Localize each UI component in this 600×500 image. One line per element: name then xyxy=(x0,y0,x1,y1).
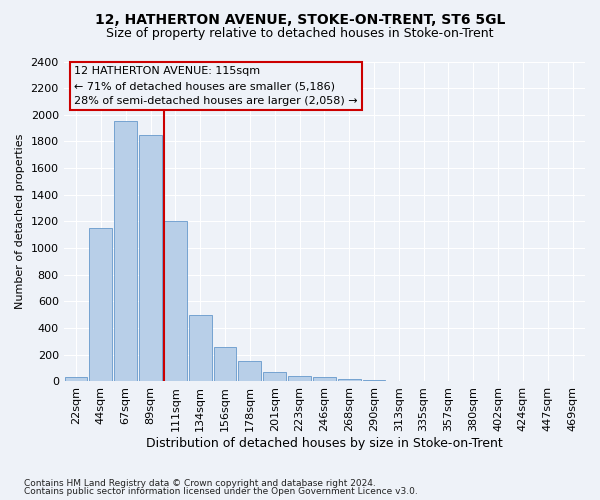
Bar xyxy=(139,135,162,382)
Bar xyxy=(189,315,212,382)
Bar xyxy=(263,372,286,382)
Bar xyxy=(115,122,137,382)
Bar xyxy=(164,222,187,382)
Text: Contains public sector information licensed under the Open Government Licence v3: Contains public sector information licen… xyxy=(24,487,418,496)
Bar xyxy=(338,380,361,382)
Bar xyxy=(89,228,112,382)
Text: 12, HATHERTON AVENUE, STOKE-ON-TRENT, ST6 5GL: 12, HATHERTON AVENUE, STOKE-ON-TRENT, ST… xyxy=(95,12,505,26)
Y-axis label: Number of detached properties: Number of detached properties xyxy=(15,134,25,309)
Text: Contains HM Land Registry data © Crown copyright and database right 2024.: Contains HM Land Registry data © Crown c… xyxy=(24,478,376,488)
X-axis label: Distribution of detached houses by size in Stoke-on-Trent: Distribution of detached houses by size … xyxy=(146,437,503,450)
Text: Size of property relative to detached houses in Stoke-on-Trent: Size of property relative to detached ho… xyxy=(106,28,494,40)
Bar xyxy=(214,347,236,382)
Bar xyxy=(412,381,435,382)
Bar xyxy=(288,376,311,382)
Bar xyxy=(238,362,261,382)
Bar xyxy=(65,378,88,382)
Bar xyxy=(313,378,336,382)
Text: 12 HATHERTON AVENUE: 115sqm
← 71% of detached houses are smaller (5,186)
28% of : 12 HATHERTON AVENUE: 115sqm ← 71% of det… xyxy=(74,66,358,106)
Bar xyxy=(362,380,385,382)
Bar xyxy=(388,381,410,382)
